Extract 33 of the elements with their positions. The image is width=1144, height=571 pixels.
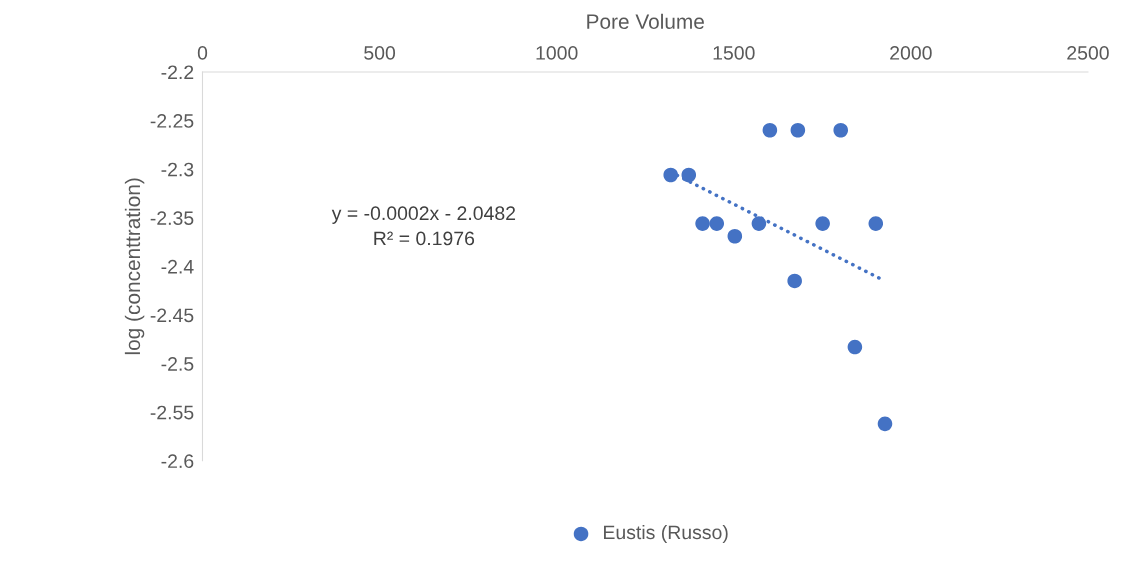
y-axis-title: log (concenttration) [124, 178, 145, 355]
point [727, 228, 743, 244]
legend-label: Eustis (Russo) [604, 524, 728, 544]
point [709, 216, 725, 231]
point [868, 216, 884, 231]
y-tick-label: -2.3 [161, 162, 194, 177]
y-tick-label: -2.55 [150, 405, 194, 420]
annotation: y = -0.0002x - 2.0482 R² = 0.1976 [331, 206, 516, 246]
point [815, 216, 830, 231]
x-tick-label: 2000 [890, 46, 932, 60]
point [751, 216, 767, 231]
point [663, 167, 678, 183]
x-axis-title: Pore Volume [587, 13, 704, 30]
y-tick-label: -2.4 [161, 259, 194, 274]
x-tick-label: 500 [364, 46, 396, 60]
point [790, 122, 806, 138]
y-tick-label: -2.25 [150, 114, 194, 128]
point [847, 339, 863, 355]
point [877, 416, 893, 432]
point [833, 122, 849, 138]
point [787, 273, 802, 289]
y-tick-label: -2.2 [161, 65, 194, 79]
y-tick-label: -2.35 [150, 211, 194, 225]
point [695, 216, 710, 231]
y-tick-label: -2.5 [161, 357, 194, 371]
x-tick-label: 0 [197, 46, 208, 60]
y-tick-label: -2.45 [150, 308, 194, 323]
x-tick-label: 1500 [713, 46, 755, 60]
point [762, 122, 778, 138]
x-tick-label: 1000 [536, 46, 578, 60]
x-tick-label: 2500 [1067, 46, 1109, 60]
y-tick-label: -2.6 [161, 454, 194, 469]
point [681, 167, 697, 183]
